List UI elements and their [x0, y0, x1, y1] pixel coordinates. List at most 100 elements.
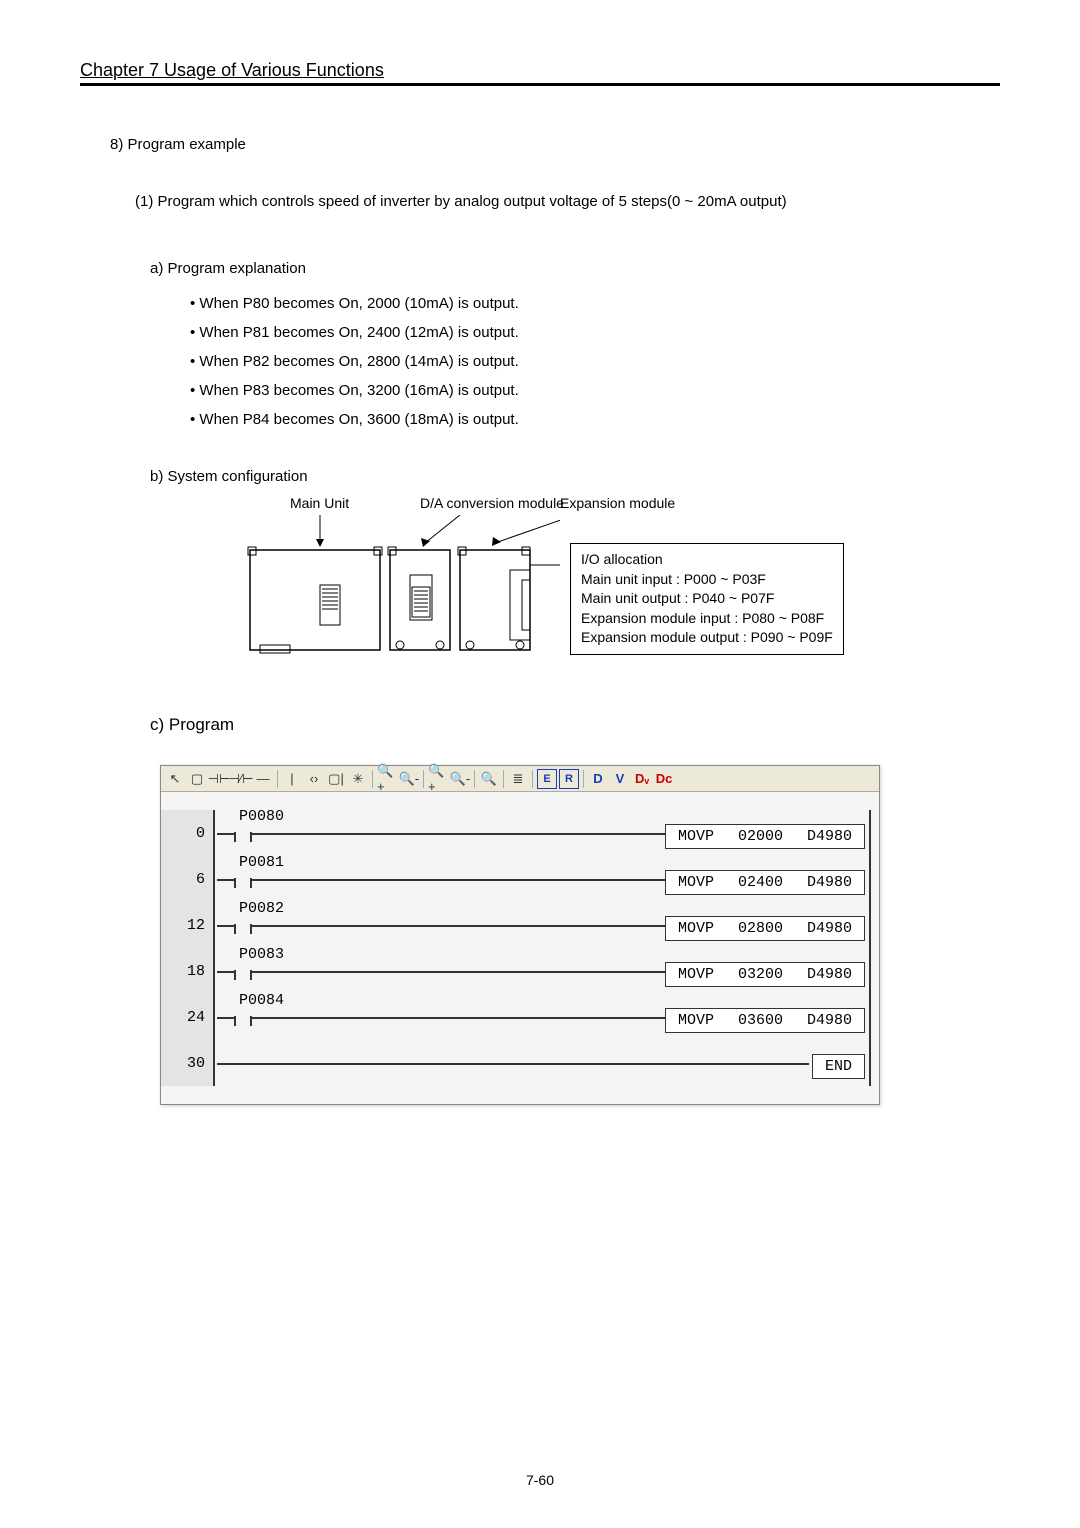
rung-wire — [285, 971, 669, 973]
zoom-out-icon[interactable]: 🔍- — [399, 769, 419, 789]
toolbar-sep-3 — [423, 770, 424, 788]
instr-src: 02000 — [726, 825, 795, 848]
mode-v-icon[interactable]: V — [610, 769, 630, 789]
contact-label: P0080 — [239, 808, 284, 825]
ladder-rung: 12 P0082 MOVP 02800 D4980 — [161, 902, 879, 948]
bullet-3: When P83 becomes On, 3200 (16mA) is outp… — [190, 382, 1000, 399]
io-line1: I/O allocation — [581, 550, 833, 570]
right-rail — [869, 856, 871, 902]
list-icon[interactable]: ≣ — [508, 769, 528, 789]
tool-nc-contact-icon[interactable]: ⊣⁄⊢ — [231, 769, 251, 789]
toolbar-sep-6 — [532, 770, 533, 788]
mode-e-icon[interactable]: E — [537, 769, 557, 789]
contact-symbol-icon — [217, 878, 287, 898]
io-allocation-box: I/O allocation Main unit input : P000 ~ … — [570, 543, 844, 655]
toolbar-sep-2 — [372, 770, 373, 788]
bullet-4: When P84 becomes On, 3600 (18mA) is outp… — [190, 411, 1000, 428]
toolbar-sep-5 — [503, 770, 504, 788]
zoom-in-icon[interactable]: 🔍+ — [377, 769, 397, 789]
right-rail — [869, 810, 871, 856]
contact-label: P0082 — [239, 900, 284, 917]
tool-rect-icon[interactable]: ▢ — [187, 769, 207, 789]
bullet-0: When P80 becomes On, 2000 (10mA) is outp… — [190, 295, 1000, 312]
instr-dst: D4980 — [795, 1009, 864, 1032]
contact-symbol-icon — [217, 832, 287, 852]
hardware-svg — [240, 515, 560, 675]
mode-r-icon[interactable]: R — [559, 769, 579, 789]
instr-src: 03600 — [726, 1009, 795, 1032]
sub-b-title: b) System configuration — [150, 468, 1000, 485]
step-number: 18 — [161, 948, 215, 994]
system-config-diagram: Main Unit D/A conversion module Expansio… — [160, 495, 1000, 685]
end-box: END — [812, 1054, 865, 1079]
sub1-text: (1) Program which controls speed of inve… — [135, 193, 1000, 210]
step-number: 0 — [161, 810, 215, 856]
step-number: 30 — [161, 1040, 215, 1086]
contact-symbol-icon — [217, 1016, 287, 1036]
tool-vline-icon[interactable]: | — [282, 769, 302, 789]
step-number: 12 — [161, 902, 215, 948]
lbl-main-unit: Main Unit — [290, 495, 349, 511]
instr-src: 03200 — [726, 963, 795, 986]
mode-dv-icon[interactable]: Dᵥ — [632, 769, 652, 789]
tool-star-icon[interactable]: ✳ — [348, 769, 368, 789]
instruction-box: MOVP 02800 D4980 — [665, 916, 865, 941]
right-rail — [869, 902, 871, 948]
toolbar-sep-4 — [474, 770, 475, 788]
instruction-box: MOVP 02400 D4980 — [665, 870, 865, 895]
toolbar-sep-7 — [583, 770, 584, 788]
instr-op: MOVP — [666, 871, 726, 894]
instruction-box: MOVP 03200 D4980 — [665, 962, 865, 987]
instr-op: MOVP — [666, 1009, 726, 1032]
bullet-list: When P80 becomes On, 2000 (10mA) is outp… — [190, 295, 1000, 428]
right-rail — [869, 948, 871, 994]
mode-d-icon[interactable]: D — [588, 769, 608, 789]
tool-coil-icon[interactable]: ‹› — [304, 769, 324, 789]
instr-src: 02800 — [726, 917, 795, 940]
zoom-in2-icon[interactable]: 🔍+ — [428, 769, 448, 789]
tool-block-icon[interactable]: ▢| — [326, 769, 346, 789]
mode-dc-icon[interactable]: Dc — [654, 769, 674, 789]
ladder-rung: 24 P0084 MOVP 03600 D4980 — [161, 994, 879, 1040]
instr-src: 02400 — [726, 871, 795, 894]
instruction-box: MOVP 02000 D4980 — [665, 824, 865, 849]
ladder-rung: 0 P0080 MOVP 02000 D4980 — [161, 810, 879, 856]
lbl-da-module: D/A conversion module — [420, 495, 564, 511]
step-number: 24 — [161, 994, 215, 1040]
tool-hline-icon[interactable]: — — [253, 769, 273, 789]
page-number: 7-60 — [0, 1472, 1080, 1488]
io-line2: Main unit input : P000 ~ P03F — [581, 570, 833, 590]
sub-c-title: c) Program — [150, 715, 1000, 735]
section-8-title: 8) Program example — [110, 136, 1000, 153]
rung-wire — [285, 1017, 669, 1019]
zoom-fit-icon[interactable]: 🔍 — [479, 769, 499, 789]
contact-symbol-icon — [217, 924, 287, 944]
instr-op: MOVP — [666, 963, 726, 986]
right-rail — [869, 994, 871, 1040]
ladder-body: 0 P0080 MOVP 02000 D4980 6 P0081 MOVP 02… — [161, 792, 879, 1104]
instr-dst: D4980 — [795, 871, 864, 894]
tool-no-contact-icon[interactable]: ⊣⊢ — [209, 769, 229, 789]
zoom-out2-icon[interactable]: 🔍- — [450, 769, 470, 789]
right-rail — [869, 1040, 871, 1086]
io-line5: Expansion module output : P090 ~ P09F — [581, 628, 833, 648]
io-line3: Main unit output : P040 ~ P07F — [581, 589, 833, 609]
ladder-editor: ↖ ▢ ⊣⊢ ⊣⁄⊢ — | ‹› ▢| ✳ 🔍+ 🔍- 🔍+ 🔍- 🔍 ≣ E… — [160, 765, 880, 1105]
chapter-title: Chapter 7 Usage of Various Functions — [80, 60, 1000, 86]
instr-dst: D4980 — [795, 963, 864, 986]
toolbar-sep-1 — [277, 770, 278, 788]
instruction-box: MOVP 03600 D4980 — [665, 1008, 865, 1033]
step-number: 6 — [161, 856, 215, 902]
io-line4: Expansion module input : P080 ~ P08F — [581, 609, 833, 629]
instr-op: MOVP — [666, 825, 726, 848]
bullet-1: When P81 becomes On, 2400 (12mA) is outp… — [190, 324, 1000, 341]
rung-wire — [217, 1063, 809, 1065]
rung-wire — [285, 925, 669, 927]
bullet-2: When P82 becomes On, 2800 (14mA) is outp… — [190, 353, 1000, 370]
tool-cursor-icon[interactable]: ↖ — [165, 769, 185, 789]
ladder-rung: 18 P0083 MOVP 03200 D4980 — [161, 948, 879, 994]
instr-dst: D4980 — [795, 825, 864, 848]
contact-symbol-icon — [217, 970, 287, 990]
lbl-exp-module: Expansion module — [560, 495, 675, 511]
end-label: END — [813, 1055, 864, 1078]
